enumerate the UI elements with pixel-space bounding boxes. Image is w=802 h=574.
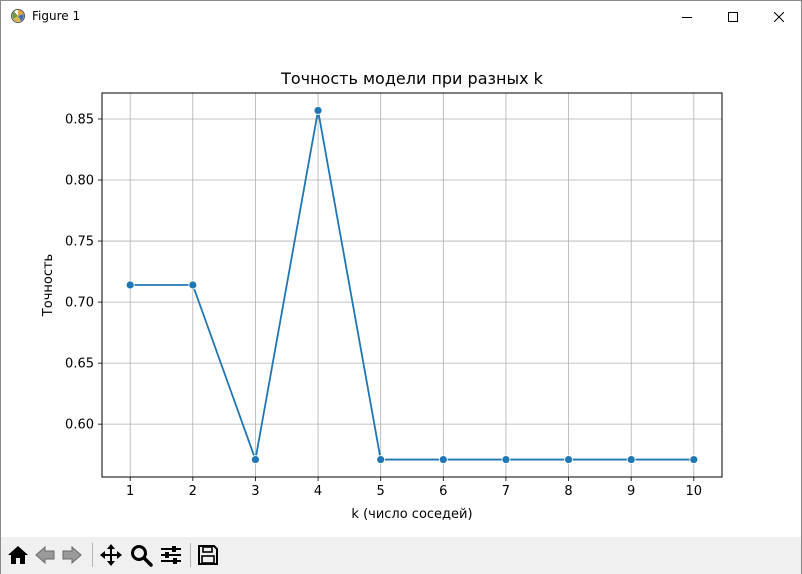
axes-frame	[101, 92, 723, 478]
configure-subplots-icon	[161, 546, 181, 564]
y-tick-label: 0.85	[65, 112, 94, 127]
data-point	[125, 280, 135, 290]
x-tick-label: 5	[377, 484, 385, 499]
data-point	[313, 106, 323, 115]
data-point	[438, 455, 448, 464]
x-tick-label: 7	[502, 484, 510, 499]
maximize-button[interactable]	[710, 1, 756, 32]
forward-arrow-icon	[62, 545, 82, 565]
data-point	[626, 455, 636, 464]
y-tick-label: 0.75	[65, 235, 94, 250]
y-axis-label: Точность	[41, 254, 56, 317]
close-icon	[774, 11, 784, 22]
data-point	[689, 455, 699, 464]
home-button[interactable]	[5, 542, 31, 568]
x-tick-label: 3	[251, 484, 259, 499]
close-button[interactable]	[756, 1, 802, 32]
zoom-icon	[131, 545, 153, 567]
toolbar-separator	[92, 543, 93, 567]
toolbar-separator	[190, 543, 191, 567]
back-arrow-icon	[35, 545, 55, 565]
chart-title: Точность модели при разных k	[280, 69, 544, 88]
save-icon	[198, 545, 218, 565]
navigation-toolbar	[1, 537, 801, 574]
window-title: Figure 1	[32, 9, 81, 23]
home-icon	[8, 546, 28, 564]
pan-icon	[100, 544, 122, 566]
x-axis-label: k (число соседей)	[351, 507, 472, 522]
y-tick-label: 0.60	[65, 418, 94, 433]
y-tick-label: 0.70	[65, 296, 94, 311]
pan-button[interactable]	[98, 542, 124, 568]
zoom-button[interactable]	[128, 542, 154, 568]
maximize-icon	[728, 11, 738, 22]
y-tick-label: 0.80	[65, 174, 94, 189]
matplotlib-figure-icon	[10, 8, 26, 24]
line-chart: 1 2 3 4 5 6 7 8 9 10 0.60 0.65 0.70 0.75 0.80 0.85 Точ…	[41, 69, 723, 522]
back-button[interactable]	[32, 542, 58, 568]
data-point	[501, 455, 511, 464]
series-line	[130, 109, 694, 461]
data-point	[564, 455, 573, 464]
x-tick-label: 2	[189, 484, 197, 499]
x-tick-label: 6	[439, 484, 447, 499]
x-tick-label: 4	[314, 484, 322, 499]
data-point	[251, 455, 260, 464]
x-tick-label: 8	[564, 484, 572, 499]
forward-button[interactable]	[59, 542, 85, 568]
x-tick-label: 10	[686, 484, 703, 499]
minimize-icon	[682, 16, 692, 18]
data-point	[376, 455, 386, 464]
x-tick-label: 9	[627, 484, 635, 499]
configure-subplots-button[interactable]	[158, 542, 184, 568]
minimize-button[interactable]	[664, 1, 710, 32]
data-point	[188, 280, 198, 290]
figure-canvas[interactable]: 1 2 3 4 5 6 7 8 9 10 0.60 0.65 0.70 0.75 0.80 0.85 Точ…	[1, 32, 801, 537]
y-tick-label: 0.65	[65, 357, 94, 372]
title-bar[interactable]: Figure 1	[1, 1, 801, 32]
x-tick-label: 1	[126, 484, 134, 499]
save-button[interactable]	[195, 542, 221, 568]
